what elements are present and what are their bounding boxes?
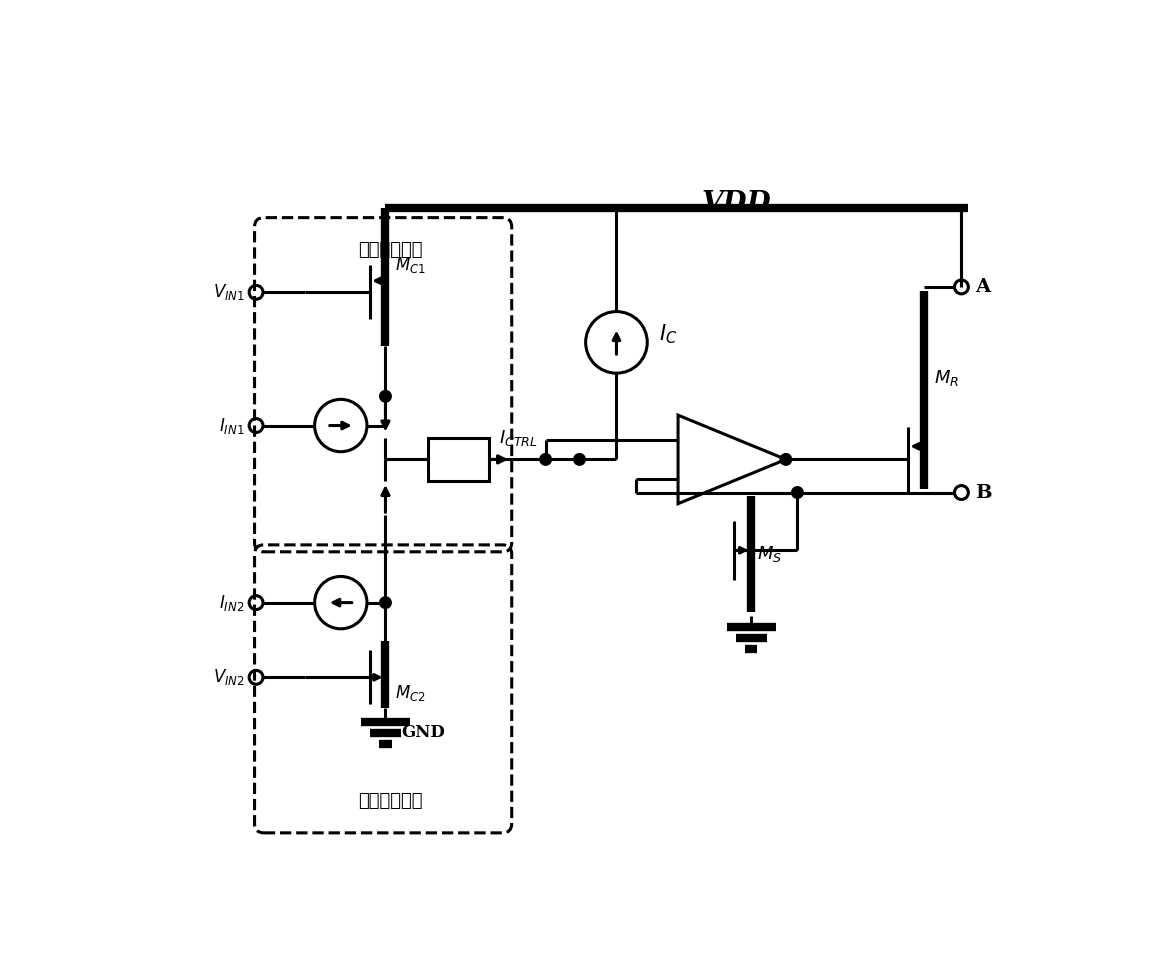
Text: $M_{C1}$: $M_{C1}$	[395, 255, 426, 275]
Text: +: +	[685, 431, 700, 450]
Bar	[428, 438, 489, 481]
Text: $M_R$: $M_R$	[933, 368, 959, 388]
Text: $I_C$: $I_C$	[658, 323, 677, 346]
Circle shape	[573, 453, 585, 465]
Text: A: A	[975, 278, 990, 296]
Text: $I_{IN2}$: $I_{IN2}$	[219, 593, 244, 613]
Circle shape	[792, 486, 803, 498]
Text: $M_S$: $M_S$	[757, 544, 783, 564]
Text: $V_{IN2}$: $V_{IN2}$	[213, 667, 244, 687]
Polygon shape	[678, 415, 786, 504]
Text: $I_{IN1}$: $I_{IN1}$	[219, 415, 244, 436]
Text: GND: GND	[401, 724, 444, 741]
Circle shape	[380, 390, 391, 402]
Text: −: −	[684, 470, 700, 487]
Text: 第一输入电路: 第一输入电路	[359, 240, 424, 259]
Text: $M_{C2}$: $M_{C2}$	[395, 683, 426, 703]
Text: $V_{IN1}$: $V_{IN1}$	[213, 282, 244, 303]
Text: A1: A1	[724, 447, 748, 464]
Text: CV: CV	[444, 450, 473, 468]
Text: $I_{CTRL}$: $I_{CTRL}$	[498, 428, 538, 448]
Text: B: B	[975, 484, 992, 501]
Text: 第二输入电路: 第二输入电路	[359, 792, 424, 810]
Circle shape	[780, 453, 792, 465]
Circle shape	[540, 453, 551, 465]
Text: VDD: VDD	[701, 191, 771, 217]
Circle shape	[380, 596, 391, 608]
